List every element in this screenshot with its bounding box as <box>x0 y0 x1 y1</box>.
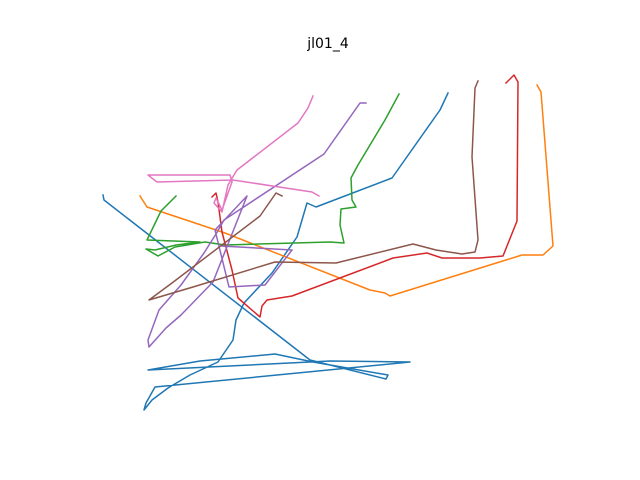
series-line <box>148 80 479 301</box>
series-line <box>147 95 321 213</box>
series-line <box>147 102 367 348</box>
series-line <box>210 74 519 318</box>
chart-title: jl01_4 <box>306 36 349 52</box>
series-line <box>138 83 554 297</box>
series-line <box>102 92 449 411</box>
